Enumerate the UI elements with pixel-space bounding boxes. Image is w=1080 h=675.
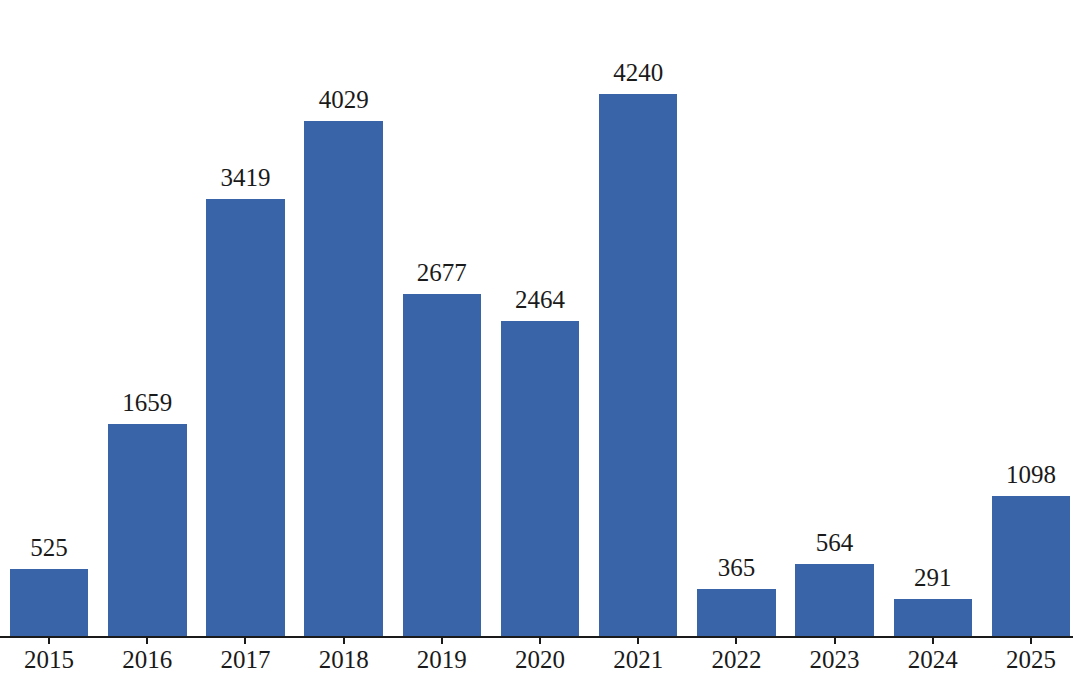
- bar-value-label: 525: [30, 535, 68, 560]
- bar-column: 4240: [589, 0, 687, 636]
- bar: [108, 424, 187, 636]
- x-tick-column: 2024: [884, 638, 982, 672]
- bar-column: 525: [0, 0, 98, 636]
- x-tick-column: 2020: [491, 638, 589, 672]
- x-tick-column: 2016: [98, 638, 196, 672]
- x-tick-label: 2024: [908, 647, 958, 672]
- x-tick-mark: [932, 638, 934, 644]
- bar-column: 2677: [393, 0, 491, 636]
- x-tick-mark: [244, 638, 246, 644]
- x-tick-column: 2021: [589, 638, 687, 672]
- bar-column: 564: [786, 0, 884, 636]
- bar-value-label: 1098: [1006, 462, 1056, 487]
- x-tick-mark: [1030, 638, 1032, 644]
- bar-value-label: 4029: [319, 87, 369, 112]
- x-axis-ticks: 2015 2016 2017 2018 2019 2020 2021 2022 2023 2024…: [0, 638, 1080, 672]
- x-tick-column: 2018: [295, 638, 393, 672]
- x-tick-label: 2020: [515, 647, 565, 672]
- plot-area: 525 1659 3419 4029 2677 2464 4240 365 564 291 1098: [0, 0, 1080, 636]
- bar: [697, 589, 776, 636]
- x-tick-label: 2025: [1006, 647, 1056, 672]
- bar-value-label: 291: [914, 565, 952, 590]
- x-tick-column: 2022: [687, 638, 785, 672]
- x-tick-label: 2022: [711, 647, 761, 672]
- x-tick-mark: [539, 638, 541, 644]
- bar-value-label: 1659: [122, 390, 172, 415]
- bar: [795, 564, 874, 636]
- x-tick-column: 2015: [0, 638, 98, 672]
- x-tick-mark: [48, 638, 50, 644]
- x-tick-mark: [343, 638, 345, 644]
- bar: [206, 199, 285, 636]
- bar: [599, 94, 678, 636]
- x-tick-label: 2016: [122, 647, 172, 672]
- bar-column: 3419: [196, 0, 294, 636]
- x-tick-column: 2025: [982, 638, 1080, 672]
- bar-column: 2464: [491, 0, 589, 636]
- bar-column: 1659: [98, 0, 196, 636]
- x-tick-label: 2019: [417, 647, 467, 672]
- x-tick-mark: [146, 638, 148, 644]
- x-tick-label: 2021: [613, 647, 663, 672]
- x-tick-column: 2017: [196, 638, 294, 672]
- bar: [403, 294, 482, 636]
- bar-column: 4029: [295, 0, 393, 636]
- bar-value-label: 365: [718, 555, 756, 580]
- x-tick-mark: [441, 638, 443, 644]
- bar: [501, 321, 580, 636]
- bar-column: 1098: [982, 0, 1080, 636]
- bar-value-label: 4240: [613, 60, 663, 85]
- bar-value-label: 2464: [515, 287, 565, 312]
- x-tick-label: 2023: [810, 647, 860, 672]
- bar: [894, 599, 973, 636]
- x-tick-mark: [735, 638, 737, 644]
- x-tick-mark: [834, 638, 836, 644]
- x-tick-column: 2023: [786, 638, 884, 672]
- bar: [304, 121, 383, 636]
- bar-value-label: 3419: [220, 165, 270, 190]
- bar-column: 291: [884, 0, 982, 636]
- bar-chart: 525 1659 3419 4029 2677 2464 4240 365 564 291 1098…: [0, 0, 1080, 675]
- bar: [992, 496, 1071, 636]
- x-tick-column: 2019: [393, 638, 491, 672]
- x-tick-label: 2015: [24, 647, 74, 672]
- x-tick-label: 2018: [319, 647, 369, 672]
- bar-value-label: 2677: [417, 260, 467, 285]
- bar-column: 365: [687, 0, 785, 636]
- bar: [10, 569, 89, 636]
- x-tick-label: 2017: [220, 647, 270, 672]
- bar-value-label: 564: [816, 530, 854, 555]
- x-tick-mark: [637, 638, 639, 644]
